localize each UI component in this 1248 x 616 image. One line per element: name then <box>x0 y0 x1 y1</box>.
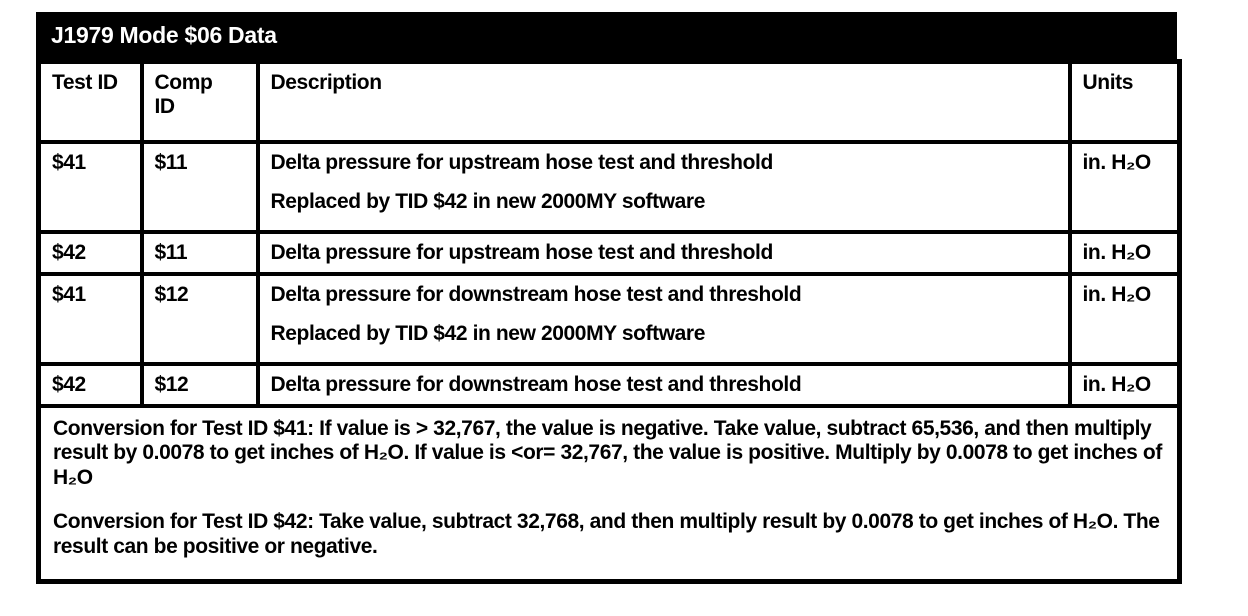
cell-units: in. H₂O <box>1067 229 1182 276</box>
conversion-note-test-id-41: Conversion for Test ID $41: If value is … <box>53 416 1162 490</box>
cell-description: Delta pressure for downstream hose test … <box>255 361 1072 408</box>
cell-test-id: $42 <box>36 229 144 276</box>
table-row: $41 $12 Delta pressure for downstream ho… <box>36 271 1182 366</box>
column-header-description: Description <box>255 59 1072 144</box>
table-title: J1979 Mode $06 Data <box>51 22 277 48</box>
conversion-note-test-id-42: Conversion for Test ID $42: Take value, … <box>53 509 1160 558</box>
cell-description: Delta pressure for downstream hose test … <box>255 271 1072 366</box>
cell-description: Delta pressure for upstream hose test an… <box>255 229 1072 276</box>
cell-test-id: $42 <box>36 361 144 408</box>
cell-comp-id: $12 <box>139 361 260 408</box>
data-grid: Test ID Comp ID Description Units $41 $1… <box>36 59 1182 584</box>
table-row: $42 $11 Delta pressure for upstream hose… <box>36 229 1182 276</box>
header-row: Test ID Comp ID Description Units <box>36 59 1182 144</box>
cell-comp-id: $12 <box>139 271 260 366</box>
column-header-units: Units <box>1067 59 1182 144</box>
description-line-2: Replaced by TID $42 in new 2000MY softwa… <box>270 321 706 345</box>
description-line-1: Delta pressure for downstream hose test … <box>270 282 802 306</box>
cell-comp-id: $11 <box>139 229 260 276</box>
description-line-1: Delta pressure for upstream hose test an… <box>270 240 774 264</box>
column-header-test-id: Test ID <box>36 59 144 144</box>
table-row: $41 $11 Delta pressure for upstream hose… <box>36 139 1182 234</box>
conversion-notes-row: Conversion for Test ID $41: If value is … <box>36 403 1182 584</box>
table-title-bar: J1979 Mode $06 Data <box>36 12 1177 59</box>
cell-units: in. H₂O <box>1067 361 1182 408</box>
conversion-notes-cell: Conversion for Test ID $41: If value is … <box>36 403 1182 584</box>
description-line-1: Delta pressure for downstream hose test … <box>270 372 802 396</box>
cell-comp-id: $11 <box>139 139 260 234</box>
table-row: $42 $12 Delta pressure for downstream ho… <box>36 361 1182 408</box>
cell-test-id: $41 <box>36 271 144 366</box>
cell-test-id: $41 <box>36 139 144 234</box>
cell-description: Delta pressure for upstream hose test an… <box>255 139 1072 234</box>
description-line-2: Replaced by TID $42 in new 2000MY softwa… <box>270 189 706 213</box>
cell-units: in. H₂O <box>1067 271 1182 366</box>
j1979-mode-06-data-table: J1979 Mode $06 Data Test ID Comp ID Desc… <box>36 12 1182 584</box>
description-line-1: Delta pressure for upstream hose test an… <box>270 150 774 174</box>
column-header-comp-id: Comp ID <box>139 59 260 144</box>
cell-units: in. H₂O <box>1067 139 1182 234</box>
